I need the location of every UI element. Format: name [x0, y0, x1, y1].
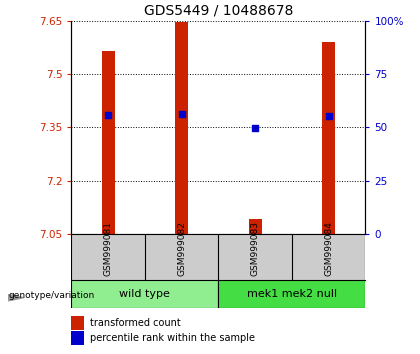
Text: mek1 mek2 null: mek1 mek2 null [247, 289, 337, 299]
Text: transformed count: transformed count [90, 318, 181, 328]
Point [105, 112, 112, 118]
Bar [175, 22, 188, 234]
Point [178, 111, 185, 117]
Text: GSM999081: GSM999081 [104, 221, 113, 276]
Bar [249, 219, 262, 234]
Bar [322, 42, 335, 234]
Text: percentile rank within the sample: percentile rank within the sample [90, 333, 255, 343]
Bar [218, 280, 365, 308]
Text: GSM999082: GSM999082 [177, 221, 186, 276]
Text: genotype/variation: genotype/variation [8, 291, 95, 300]
Polygon shape [8, 295, 24, 301]
Text: GSM999084: GSM999084 [324, 221, 333, 276]
Point [326, 113, 332, 119]
Bar [102, 51, 115, 234]
Bar [71, 280, 218, 308]
Title: GDS5449 / 10488678: GDS5449 / 10488678 [144, 3, 293, 17]
Point [252, 125, 259, 131]
Text: GSM999083: GSM999083 [251, 221, 260, 276]
Text: wild type: wild type [119, 289, 171, 299]
